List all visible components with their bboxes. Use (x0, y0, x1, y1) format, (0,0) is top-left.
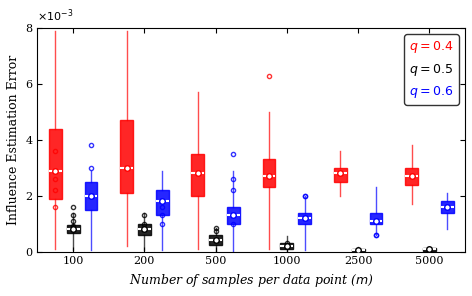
Y-axis label: Influence Estimation Error: Influence Estimation Error (7, 55, 20, 225)
PathPatch shape (84, 182, 97, 210)
PathPatch shape (334, 168, 347, 182)
Legend: $q = 0.4$, $q = 0.5$, $q = 0.6$: $q = 0.4$, $q = 0.5$, $q = 0.6$ (405, 34, 459, 105)
X-axis label: Number of samples per data point ($m$): Number of samples per data point ($m$) (129, 272, 374, 289)
PathPatch shape (263, 160, 276, 187)
PathPatch shape (156, 190, 169, 215)
PathPatch shape (49, 129, 62, 199)
PathPatch shape (67, 225, 79, 234)
PathPatch shape (405, 168, 418, 185)
PathPatch shape (209, 235, 222, 245)
PathPatch shape (423, 248, 436, 251)
PathPatch shape (280, 243, 293, 249)
PathPatch shape (370, 213, 382, 224)
PathPatch shape (138, 224, 151, 235)
PathPatch shape (352, 249, 364, 251)
Text: $\times 10^{-3}$: $\times 10^{-3}$ (37, 7, 74, 24)
PathPatch shape (441, 201, 454, 213)
PathPatch shape (192, 154, 204, 196)
PathPatch shape (120, 120, 133, 193)
PathPatch shape (227, 207, 240, 224)
PathPatch shape (298, 213, 311, 224)
